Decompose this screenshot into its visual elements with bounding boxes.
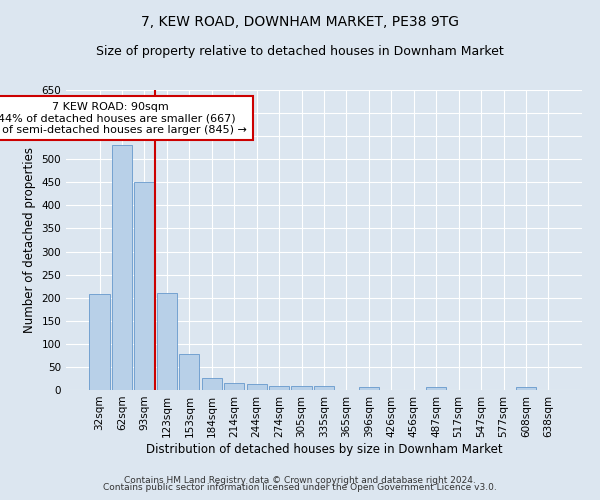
Bar xyxy=(89,294,110,390)
Bar xyxy=(516,387,536,390)
Text: Size of property relative to detached houses in Downham Market: Size of property relative to detached ho… xyxy=(96,45,504,58)
Y-axis label: Number of detached properties: Number of detached properties xyxy=(23,147,36,333)
Bar xyxy=(224,383,244,390)
Bar xyxy=(314,386,334,390)
X-axis label: Distribution of detached houses by size in Downham Market: Distribution of detached houses by size … xyxy=(146,442,502,456)
Text: Contains HM Land Registry data © Crown copyright and database right 2024.: Contains HM Land Registry data © Crown c… xyxy=(124,476,476,485)
Bar xyxy=(426,387,446,390)
Bar xyxy=(247,384,267,390)
Bar xyxy=(359,387,379,390)
Text: Contains public sector information licensed under the Open Government Licence v3: Contains public sector information licen… xyxy=(103,484,497,492)
Bar xyxy=(269,386,289,390)
Bar xyxy=(157,293,177,390)
Text: 7, KEW ROAD, DOWNHAM MARKET, PE38 9TG: 7, KEW ROAD, DOWNHAM MARKET, PE38 9TG xyxy=(141,15,459,29)
Bar xyxy=(292,386,311,390)
Bar xyxy=(202,378,222,390)
Text: 7 KEW ROAD: 90sqm
← 44% of detached houses are smaller (667)
55% of semi-detache: 7 KEW ROAD: 90sqm ← 44% of detached hous… xyxy=(0,102,247,134)
Bar xyxy=(134,182,155,390)
Bar xyxy=(112,146,132,390)
Bar xyxy=(179,354,199,390)
